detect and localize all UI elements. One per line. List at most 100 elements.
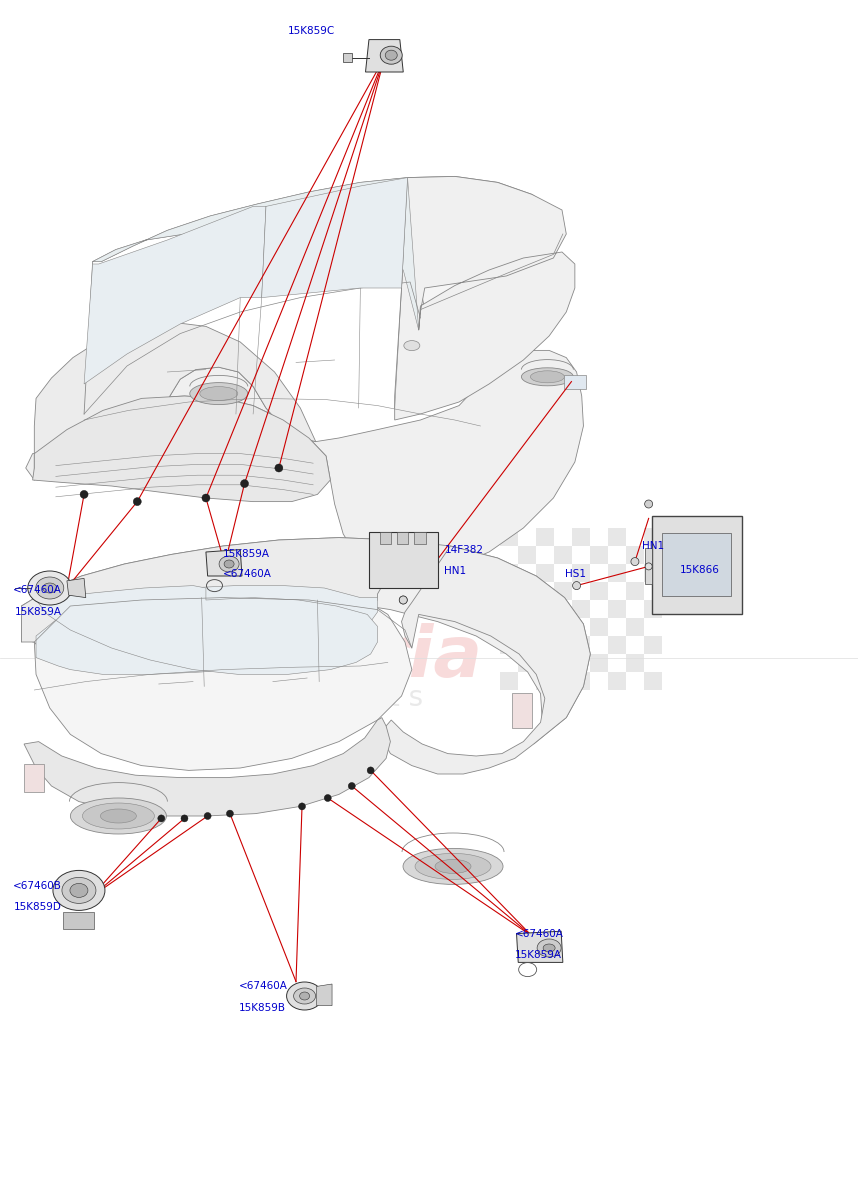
Ellipse shape: [82, 803, 154, 829]
Polygon shape: [36, 586, 378, 674]
Ellipse shape: [70, 883, 88, 898]
Polygon shape: [33, 396, 330, 502]
Polygon shape: [366, 40, 403, 72]
Text: 15K859B: 15K859B: [239, 1003, 286, 1013]
Ellipse shape: [404, 341, 420, 350]
Circle shape: [202, 494, 210, 502]
Circle shape: [644, 500, 653, 508]
Text: 15K859C: 15K859C: [287, 26, 335, 36]
Polygon shape: [93, 178, 419, 330]
Polygon shape: [67, 578, 86, 598]
Text: c a r   p a r t s: c a r p a r t s: [228, 684, 424, 713]
Text: 14F382: 14F382: [444, 545, 483, 554]
Polygon shape: [206, 550, 242, 576]
Bar: [536, 600, 554, 618]
Polygon shape: [397, 532, 408, 544]
Circle shape: [240, 480, 249, 487]
Ellipse shape: [100, 809, 136, 823]
Polygon shape: [317, 984, 332, 1006]
Bar: [590, 546, 608, 564]
Bar: [518, 582, 536, 600]
Bar: [554, 654, 572, 672]
Bar: [572, 636, 590, 654]
Text: <67460A: <67460A: [223, 569, 272, 578]
Ellipse shape: [53, 870, 105, 911]
Bar: [590, 618, 608, 636]
Polygon shape: [343, 53, 352, 62]
Circle shape: [227, 810, 233, 817]
Bar: [626, 546, 644, 564]
Bar: [608, 636, 626, 654]
Circle shape: [324, 794, 331, 802]
Bar: [626, 582, 644, 600]
Bar: [536, 672, 554, 690]
Text: scuderia: scuderia: [136, 623, 482, 692]
Polygon shape: [34, 322, 316, 480]
Text: <67460A: <67460A: [13, 586, 62, 595]
Bar: [500, 600, 518, 618]
Circle shape: [181, 815, 188, 822]
Polygon shape: [26, 350, 583, 574]
Bar: [500, 672, 518, 690]
Bar: [518, 654, 536, 672]
Circle shape: [133, 498, 142, 505]
Ellipse shape: [36, 577, 63, 599]
Bar: [554, 618, 572, 636]
Bar: [626, 654, 644, 672]
Bar: [511, 692, 532, 728]
Ellipse shape: [403, 848, 503, 884]
Text: 15K859A: 15K859A: [515, 950, 562, 960]
Circle shape: [631, 558, 639, 565]
Bar: [590, 654, 608, 672]
Bar: [572, 564, 590, 582]
Text: <67460A: <67460A: [239, 982, 287, 991]
Bar: [626, 618, 644, 636]
Bar: [500, 636, 518, 654]
Text: 15K859D: 15K859D: [14, 902, 62, 912]
Polygon shape: [24, 718, 390, 816]
Polygon shape: [34, 586, 378, 674]
Polygon shape: [662, 533, 731, 596]
Text: 15K859A: 15K859A: [223, 550, 270, 559]
Bar: [518, 618, 536, 636]
Circle shape: [399, 596, 408, 604]
Ellipse shape: [224, 560, 234, 568]
Text: HN1: HN1: [444, 566, 467, 576]
Ellipse shape: [385, 50, 397, 60]
Bar: [608, 528, 626, 546]
Polygon shape: [517, 931, 563, 962]
Bar: [572, 672, 590, 690]
Bar: [608, 564, 626, 582]
Circle shape: [572, 582, 581, 589]
Bar: [608, 600, 626, 618]
Ellipse shape: [62, 877, 96, 904]
Polygon shape: [63, 912, 94, 929]
Bar: [564, 374, 586, 389]
Circle shape: [299, 803, 305, 810]
Bar: [536, 636, 554, 654]
Polygon shape: [21, 538, 396, 672]
Polygon shape: [84, 206, 266, 384]
Polygon shape: [645, 548, 652, 584]
Bar: [554, 582, 572, 600]
Text: 15K859A: 15K859A: [15, 607, 62, 617]
Bar: [24, 763, 45, 792]
Bar: [590, 582, 608, 600]
Bar: [644, 636, 662, 654]
Ellipse shape: [543, 944, 555, 952]
Polygon shape: [93, 176, 562, 330]
Ellipse shape: [70, 798, 166, 834]
Circle shape: [367, 767, 374, 774]
Bar: [644, 528, 662, 546]
Bar: [500, 528, 518, 546]
Bar: [608, 672, 626, 690]
Bar: [500, 564, 518, 582]
Circle shape: [204, 812, 211, 820]
Circle shape: [80, 491, 88, 498]
Ellipse shape: [299, 992, 310, 1000]
Ellipse shape: [190, 383, 248, 404]
Bar: [536, 564, 554, 582]
Circle shape: [348, 782, 355, 790]
Circle shape: [275, 464, 283, 472]
Ellipse shape: [293, 988, 316, 1004]
